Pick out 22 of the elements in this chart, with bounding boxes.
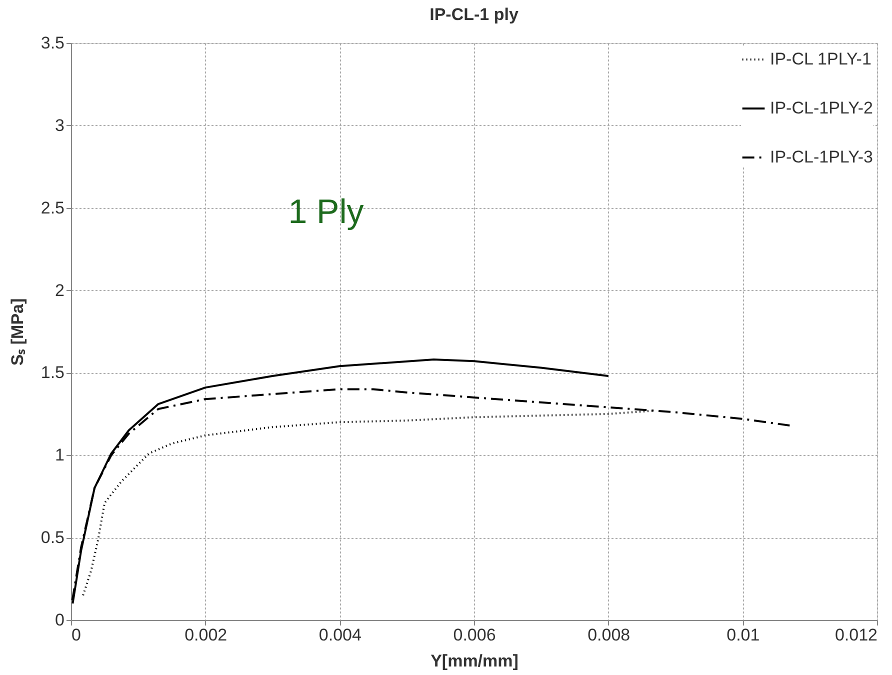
- chart-title: IP-CL-1 ply: [430, 5, 519, 24]
- x-tick-label: 0.008: [588, 626, 630, 644]
- legend-label: IP-CL-1PLY-2: [770, 98, 873, 118]
- y-tick-label: 3: [55, 116, 64, 135]
- y-tick-label: 0: [55, 610, 64, 630]
- x-axis-title: Y[mm/mm]: [430, 652, 518, 670]
- x-tick-label: 0.002: [184, 626, 228, 644]
- y-tick-label: 3.5: [40, 34, 64, 52]
- legend-label: IP-CL 1PLY-1: [770, 50, 872, 68]
- y-tick-label: 2: [55, 280, 64, 300]
- y-axis-title: Sₛ [MPa]: [8, 298, 27, 366]
- y-tick-label: 1.5: [40, 363, 64, 382]
- annotation: 1 Ply: [288, 193, 364, 231]
- x-tick-label: 0: [72, 626, 81, 644]
- x-tick-label: 0.006: [453, 626, 496, 644]
- x-tick-label: 0.01: [726, 626, 760, 644]
- legend-label: IP-CL-1PLY-3: [770, 148, 873, 166]
- x-tick-label: 0.012: [834, 626, 878, 644]
- y-tick-label: 0.5: [40, 528, 64, 548]
- x-tick-label: 0.004: [318, 626, 362, 644]
- y-tick-label: 2.5: [40, 198, 64, 218]
- y-tick-label: 1: [55, 446, 64, 465]
